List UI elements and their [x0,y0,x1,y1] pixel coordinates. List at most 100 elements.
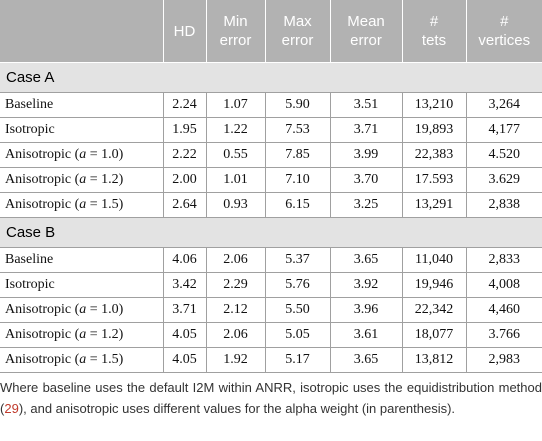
data-cell: 1.01 [205,167,266,193]
row-label: Anisotropic (a = 1.5) [0,347,164,373]
row-label-text: Anisotropic ( [5,197,80,212]
row-label: Anisotropic (a = 1.2) [0,322,164,348]
data-cell: 3.629 [465,167,542,193]
data-cell: 4.05 [162,322,207,348]
row-label: Baseline [0,247,164,273]
data-row: Anisotropic (a = 1.5) 2.64 0.93 6.15 3.25 13,… [0,192,542,218]
header-text: error [219,32,252,49]
row-label-text: = 1.5) [86,352,124,367]
data-cell: 3,264 [465,92,542,118]
data-cell: 3.65 [329,347,403,373]
header-text: HD [173,22,196,40]
data-cell: 2.12 [205,297,266,323]
row-label-text: Baseline [5,252,54,267]
data-cell: 4,008 [465,272,542,298]
header-row: HD Min error Max error Mean error # tets # vertice… [0,0,542,63]
section-row: Case B [0,217,542,248]
header-text: error [281,32,314,49]
row-label: Isotropic [0,272,164,298]
data-cell: 0.93 [205,192,266,218]
data-cell: 2,983 [465,347,542,373]
data-cell: 3.70 [329,167,403,193]
header-cell: # tets [401,0,466,63]
row-label-text: = 1.5) [86,197,124,212]
row-label-text: Baseline [5,97,54,112]
data-cell: 13,812 [401,347,467,373]
data-cell: 7.53 [264,117,331,143]
data-cell: 5.17 [264,347,331,373]
data-row: Anisotropic (a = 1.0) 3.71 2.12 5.50 3.96 22,… [0,297,542,323]
row-label: Anisotropic (a = 1.5) [0,192,164,218]
data-cell: 3.92 [329,272,403,298]
data-cell: 5.37 [264,247,331,273]
data-cell: 6.15 [264,192,331,218]
reference-link[interactable]: 29 [4,401,19,416]
row-label-text: a [79,147,87,162]
data-cell: 2.64 [162,192,207,218]
data-cell: 22,342 [401,297,467,323]
data-cell: 2.29 [205,272,266,298]
row-label-text: = 1.2) [86,327,124,342]
header-text: Max [283,13,312,30]
data-cell: 2.06 [205,322,266,348]
data-row: Anisotropic (a = 1.5) 4.05 1.92 5.17 3.65 13,… [0,347,542,373]
header-cell: Max error [264,0,330,63]
data-cell: 3.51 [329,92,403,118]
data-cell: 3.71 [329,117,403,143]
row-label: Anisotropic (a = 1.0) [0,142,164,168]
row-label-text: Isotropic [5,122,55,137]
header-cell: HD [162,0,206,63]
row-label-text: = 1.0) [86,302,124,317]
data-cell: 4.06 [162,247,207,273]
data-row: Anisotropic (a = 1.2) 2.00 1.01 7.10 3.70 17.… [0,167,542,193]
data-cell: 2.00 [162,167,207,193]
row-label-text: a [79,352,87,367]
row-label-text: = 1.0) [86,147,124,162]
data-cell: 3.25 [329,192,403,218]
header-text: # [429,13,439,30]
data-cell: 2.06 [205,247,266,273]
row-label: Anisotropic (a = 1.2) [0,167,164,193]
data-cell: 5.76 [264,272,331,298]
data-cell: 1.07 [205,92,266,118]
data-row: Isotropic 3.42 2.29 5.76 3.92 19,946 4,008 [0,272,542,298]
data-cell: 3.42 [162,272,207,298]
data-cell: 1.22 [205,117,266,143]
data-cell: 4,177 [465,117,542,143]
header-text: tets [421,32,447,49]
data-cell: 4,460 [465,297,542,323]
data-cell: 3.65 [329,247,403,273]
data-cell: 0.55 [205,142,266,168]
data-cell: 2.22 [162,142,207,168]
header-text: vertices [478,32,531,49]
section-title: Case A [0,62,542,93]
data-cell: 2,833 [465,247,542,273]
row-label-text: Anisotropic ( [5,302,80,317]
data-cell: 4.05 [162,347,207,373]
data-cell: 1.95 [162,117,207,143]
row-label: Baseline [0,92,164,118]
data-cell: 19,946 [401,272,467,298]
data-row: Baseline 4.06 2.06 5.37 3.65 11,040 2,833 [0,247,542,273]
results-table: HD Min error Max error Mean error # tets # vertice… [0,0,542,373]
data-cell: 22,383 [401,142,467,168]
data-row: Anisotropic (a = 1.0) 2.22 0.55 7.85 3.99 22,… [0,142,542,168]
data-cell: 5.05 [264,322,331,348]
row-label-text: a [79,172,87,187]
header-cell [0,0,163,63]
footnote: Where baseline uses the default I2M with… [0,377,542,419]
data-cell: 3.61 [329,322,403,348]
data-cell: 11,040 [401,247,467,273]
data-cell: 5.90 [264,92,331,118]
header-text: # [500,13,509,30]
row-label: Anisotropic (a = 1.0) [0,297,164,323]
data-row: Baseline 2.24 1.07 5.90 3.51 13,210 3,264 [0,92,542,118]
header-cell: Mean error [329,0,402,63]
data-cell: 3.99 [329,142,403,168]
data-row: Isotropic 1.95 1.22 7.53 3.71 19,893 4,177 [0,117,542,143]
data-cell: 19,893 [401,117,467,143]
header-text: error [350,32,382,49]
row-label-text: Anisotropic ( [5,147,80,162]
header-cell: Min error [205,0,265,63]
